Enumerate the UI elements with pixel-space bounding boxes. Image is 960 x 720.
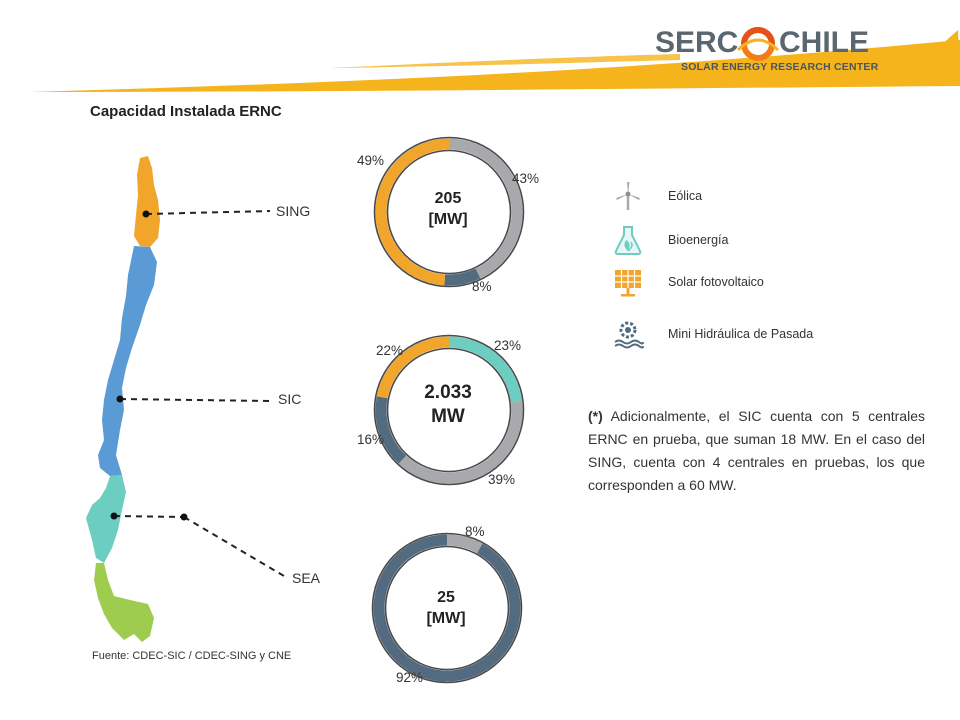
donut-slice-sic-bioenergia — [448, 336, 522, 403]
donut-slice-sic-eolica — [398, 400, 523, 484]
donut-slice-sing-hidraulica — [444, 268, 481, 286]
donut-slice-sic-hidraulica — [375, 396, 407, 464]
water-wheel-icon — [614, 321, 644, 349]
donut-center-sea: 25 [MW] — [398, 587, 494, 629]
map-region-sea-south — [94, 563, 154, 642]
slice-label-sic-eolica: 39% — [488, 472, 516, 487]
swoosh-thin-band — [330, 54, 680, 68]
logo-word-chile: CHILE — [779, 26, 869, 59]
serc-chile-logo: SERC CHILE SOLAR ENERGY RESEARCH CENTER — [655, 20, 878, 80]
slice-label-sic-solar: 22% — [376, 343, 404, 358]
logo-subtitle: SOLAR ENERGY RESEARCH CENTER — [681, 61, 879, 73]
slice-label-sing-solar: 49% — [357, 153, 385, 168]
donut-chart-sea — [371, 532, 523, 684]
donut-slice-sic-solar — [376, 336, 450, 399]
legend-label: Solar fotovoltaico — [668, 275, 764, 289]
map-dot-sea — [110, 512, 118, 520]
solar-panel-icon — [615, 270, 641, 297]
slice-label-sic-hidraulica: 16% — [357, 432, 385, 447]
map-dot-sing — [142, 210, 150, 218]
source-note: Fuente: CDEC-SIC / CDEC-SING y CNE — [92, 650, 292, 662]
mountain-shape — [880, 30, 960, 78]
donut-center-value: 205 — [434, 190, 462, 207]
donut-outer-outline — [373, 136, 525, 288]
donut-center-sing: 205 [MW] — [400, 188, 496, 230]
map-dot-sic — [116, 395, 124, 403]
donut-center-unit: [MW] — [428, 211, 468, 228]
slice-label-sing-eolica: 43% — [512, 171, 540, 186]
map-region-sing — [134, 156, 160, 247]
slice-label-sea-hidraulica: 92% — [396, 670, 424, 685]
legend-label: Mini Hidráulica de Pasada — [668, 327, 814, 341]
sun-logo-icon — [736, 27, 780, 61]
map-label-sea: SEA — [292, 570, 321, 586]
leader-lines — [113, 210, 285, 577]
donut-center-unit: [MW] — [426, 610, 466, 627]
slice-label-sing-hidraulica: 8% — [472, 279, 492, 294]
donut-slice-sea-eolica — [446, 534, 483, 554]
donut-chart-sing — [373, 136, 525, 288]
map-dot-sea-elbow — [180, 513, 188, 521]
map-region-sic — [98, 246, 157, 476]
donut-slice-sea-hidraulica — [373, 534, 521, 682]
donut-inner-outline — [386, 347, 512, 473]
page-title: Capacidad Instalada ERNC — [90, 103, 282, 120]
donut-center-value: 2.033 — [424, 382, 472, 403]
map-label-sing: SING — [276, 203, 311, 219]
slice-label-sic-bioenergia: 23% — [494, 338, 522, 353]
logo-word-serc: SERC — [655, 26, 739, 59]
donut-slice-sing-eolica — [448, 138, 523, 279]
donut-center-unit: MW — [431, 406, 465, 427]
legend-label: Bioenergía — [668, 233, 729, 247]
donut-outer-outline — [373, 334, 525, 486]
footnote-marker: (*) — [588, 408, 603, 424]
donut-center-value: 25 — [437, 589, 455, 606]
donut-outer-outline — [371, 532, 523, 684]
flask-leaf-icon — [614, 226, 642, 255]
footnote: (*) Adicionalmente, el SIC cuenta con 5 … — [588, 405, 925, 497]
footnote-text: Adicionalmente, el SIC cuenta con 5 cent… — [588, 408, 925, 493]
map-label-sic: SIC — [278, 391, 302, 407]
legend-label: Eólica — [668, 189, 703, 203]
wind-turbine-icon — [616, 182, 640, 210]
map-region-sea-north — [86, 475, 126, 563]
header-swoosh — [30, 30, 960, 92]
swoosh-band — [30, 40, 960, 92]
donut-slice-sing-solar — [375, 138, 450, 286]
donut-center-sic: 2.033 MW — [400, 381, 496, 429]
donut-inner-outline — [384, 545, 510, 671]
donut-inner-outline — [386, 149, 512, 275]
slice-label-sea-eolica: 8% — [465, 524, 485, 539]
donut-chart-sic — [373, 334, 525, 486]
